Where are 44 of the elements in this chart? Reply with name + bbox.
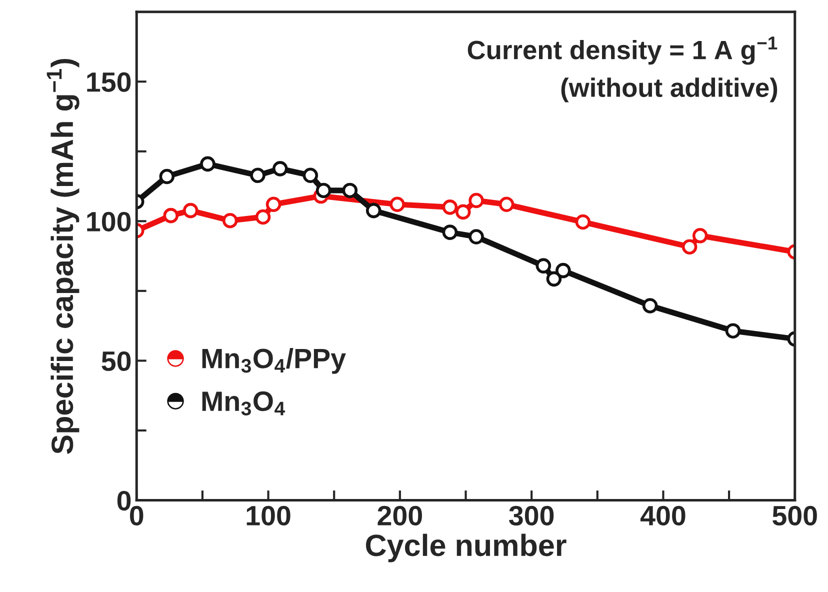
point	[316, 182, 332, 198]
point	[682, 239, 698, 254]
point	[255, 209, 271, 225]
point	[498, 196, 514, 212]
point	[342, 182, 358, 198]
x-tick-label: 500	[772, 506, 817, 526]
point	[575, 214, 591, 230]
point	[468, 192, 484, 208]
point	[536, 258, 552, 274]
x-tick-label: 200	[378, 506, 422, 526]
point	[250, 168, 266, 184]
x-tick-label: 400	[640, 506, 686, 526]
point	[442, 200, 458, 215]
point	[200, 156, 216, 172]
y-tick-label: 100	[87, 212, 131, 232]
x-tick-label: 100	[246, 506, 290, 526]
point	[163, 208, 178, 224]
point	[725, 323, 741, 338]
point	[302, 168, 318, 184]
legend-label: Mn$_{3}$O$_{4}$	[202, 391, 285, 416]
point	[366, 202, 382, 218]
point	[442, 224, 458, 240]
y-tick-label: 150	[87, 72, 131, 92]
y-tick-label: 0	[117, 490, 131, 511]
y-axis-title: Specific capacity (mAh g$^{−1}$)	[46, 58, 80, 454]
point	[272, 161, 288, 176]
annotation: (without additive)	[561, 78, 778, 102]
point	[556, 262, 571, 278]
point	[266, 196, 282, 212]
point	[159, 168, 175, 184]
annotation: Current density = 1 A g$^{−1}$	[468, 36, 778, 65]
point	[642, 298, 658, 314]
point	[546, 271, 562, 287]
point	[390, 196, 405, 212]
point	[468, 229, 484, 244]
legend-label: Mn$_{3}$O$_{4}$/PPy	[202, 348, 346, 374]
x-axis-title: Cycle number	[366, 534, 566, 562]
point	[455, 204, 471, 220]
y-tick-label: 50	[102, 351, 131, 372]
x-tick-label: 300	[509, 506, 554, 526]
x-tick-label: 0	[130, 506, 144, 526]
point	[692, 228, 708, 244]
point	[182, 202, 198, 218]
point	[222, 212, 238, 228]
